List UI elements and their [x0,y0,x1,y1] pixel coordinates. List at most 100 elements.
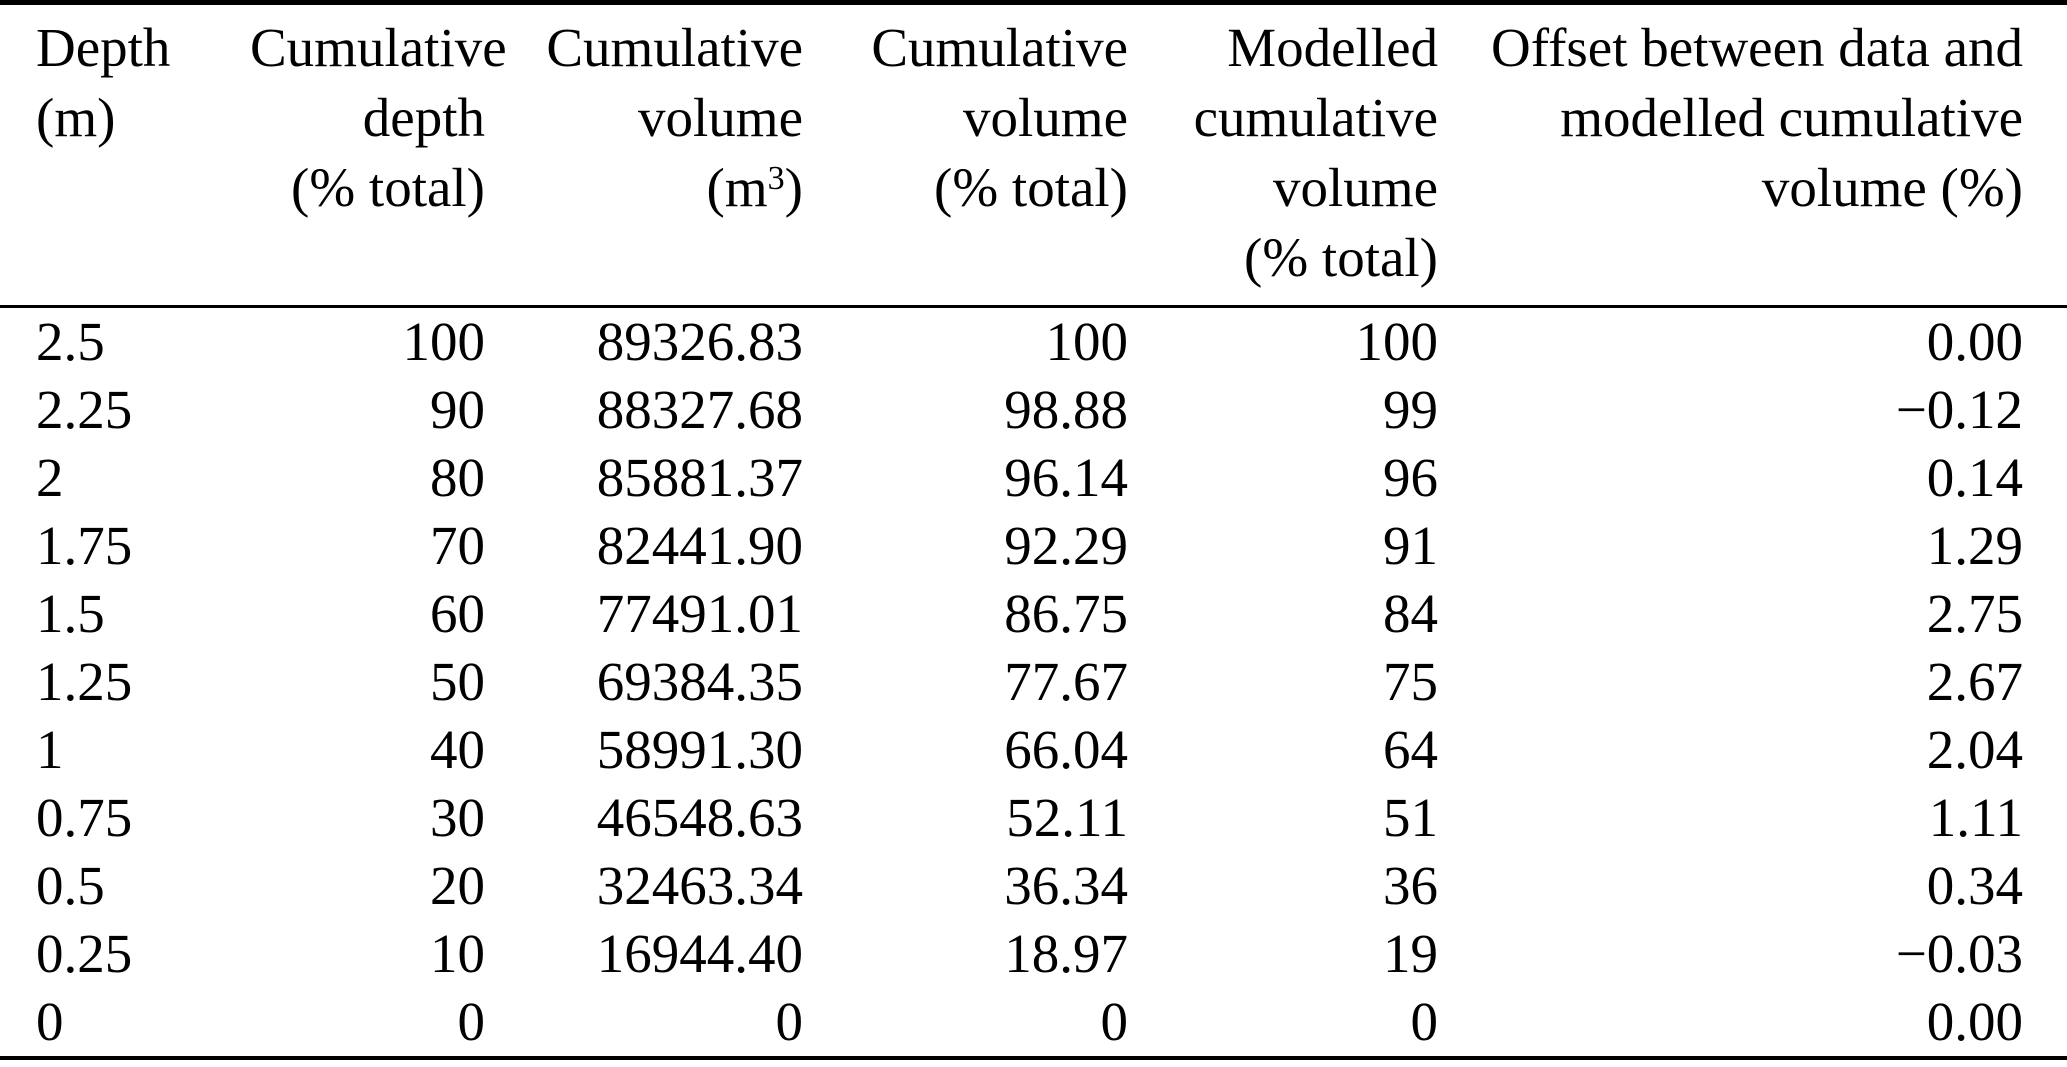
table-cell: 92.29 [1004,515,1128,576]
header-line: modelled cumulative [1560,87,2023,148]
header-line: (% total) [934,157,1128,218]
unit-prefix: (m [706,157,768,218]
table-cell: 20 [430,855,485,916]
table-cell: 0 [1410,991,1439,1052]
table-cell: 36.34 [1004,855,1128,916]
table-cell: 2 [36,447,64,508]
table-row: 1 40 58991.30 66.04 64 2.04 [0,716,2067,784]
header-line: Cumulative [546,17,803,78]
table-row: 0 0 0 0 0 0.00 [0,988,2067,1058]
table-cell: 0 [775,991,804,1052]
table-cell: 2.04 [1926,719,2023,780]
table-cell: 98.88 [1004,379,1128,440]
column-header-modelled-cumulative-volume: Modelled cumulative volume (% total) [1128,2,1438,308]
table-cell: 100 [402,311,486,372]
header-line: Offset between data and [1491,17,2023,78]
table-cell: 1.75 [36,515,133,576]
table-cell: 1.25 [36,651,133,712]
table-cell: 30 [430,787,485,848]
table-cell: 50 [430,651,485,712]
table-cell: 32463.34 [596,855,803,916]
table-cell: 86.75 [1004,583,1128,644]
table-cell: 51 [1383,787,1438,848]
table-cell: 88327.68 [596,379,803,440]
table-row: 2 80 85881.37 96.14 96 0.14 [0,444,2067,512]
table-cell: 16944.40 [596,923,803,984]
table-cell: 1 [36,719,64,780]
header-line: volume (%) [1761,157,2023,218]
table-cell: 40 [430,719,485,780]
table-cell: 19 [1383,923,1438,984]
header-line: cumulative [1193,87,1438,148]
table-cell: 60 [430,583,485,644]
table-cell: 0.5 [36,855,105,916]
table-cell: 2.75 [1926,583,2023,644]
table-cell: 89326.83 [596,311,803,372]
table-cell: 10 [430,923,485,984]
header-line: depth [362,87,485,148]
header-line: Depth [36,17,171,78]
header-line: (m3) [485,153,803,223]
table-cell: 2.5 [36,311,105,372]
table-cell: 1.11 [1928,787,2023,848]
column-header-offset: Offset between data and modelled cumulat… [1438,2,2067,308]
table-cell: 99 [1383,379,1438,440]
table-row: 2.25 90 88327.68 98.88 99 −0.12 [0,376,2067,444]
header-row: Depth (m) Cumulative depth (% total) Cum… [0,2,2067,308]
table-cell: 66.04 [1004,719,1128,780]
table-cell: 1.29 [1926,515,2023,576]
header-line: volume [963,87,1128,148]
unit-superscript: 3 [767,159,785,197]
column-header-cumulative-depth: Cumulative depth (% total) [250,2,507,308]
header-line: (% total) [291,157,485,218]
table-row: 2.5 100 89326.83 100 100 0.00 [0,307,2067,377]
table-cell: 91 [1383,515,1438,576]
table-row: 0.25 10 16944.40 18.97 19 −0.03 [0,920,2067,988]
table-body: 2.5 100 89326.83 100 100 0.00 2.25 90 88… [0,307,2067,1059]
table-cell: 0.14 [1926,447,2023,508]
table-cell: 80 [430,447,485,508]
header-line: volume [638,87,803,148]
table-row: 1.25 50 69384.35 77.67 75 2.67 [0,648,2067,716]
table-cell: 0.00 [1926,311,2023,372]
table-cell: 46548.63 [596,787,803,848]
table-cell: 64 [1383,719,1438,780]
table-cell: 0.25 [36,923,133,984]
table-cell: 0 [457,991,486,1052]
table-cell: −0.03 [1895,923,2023,984]
table-cell: 0.00 [1926,991,2023,1052]
table-cell: 58991.30 [596,719,803,780]
table-row: 1.5 60 77491.01 86.75 84 2.75 [0,580,2067,648]
table-cell: 2.25 [36,379,133,440]
table-cell: 100 [1355,311,1439,372]
table-cell: 70 [430,515,485,576]
unit-suffix: ) [784,157,803,218]
table-cell: 84 [1383,583,1438,644]
table-cell: 77.67 [1004,651,1128,712]
header-line: (m) [36,87,116,148]
table-cell: 77491.01 [596,583,803,644]
table-row: 0.75 30 46548.63 52.11 51 1.11 [0,784,2067,852]
header-line: volume [1273,157,1438,218]
table-row: 0.5 20 32463.34 36.34 36 0.34 [0,852,2067,920]
table-cell: 36 [1383,855,1438,916]
header-line: Cumulative [871,17,1128,78]
table-cell: 18.97 [1004,923,1128,984]
table-cell: 96.14 [1004,447,1128,508]
table-cell: 75 [1383,651,1438,712]
table-cell: 0.34 [1926,855,2023,916]
table-cell: 0.75 [36,787,133,848]
table-cell: 96 [1383,447,1438,508]
table-row: 1.75 70 82441.90 92.29 91 1.29 [0,512,2067,580]
header-line: Modelled [1227,17,1438,78]
table-cell: 52.11 [1006,787,1128,848]
table-cell: 0 [1100,991,1129,1052]
table-cell: 85881.37 [596,447,803,508]
table-cell: 69384.35 [596,651,803,712]
column-header-cumulative-volume-pct: Cumulative volume (% total) [803,2,1128,308]
column-header-depth: Depth (m) [0,2,250,308]
table-header: Depth (m) Cumulative depth (% total) Cum… [0,2,2067,308]
table-cell: 2.67 [1926,651,2023,712]
table-cell: 82441.90 [596,515,803,576]
